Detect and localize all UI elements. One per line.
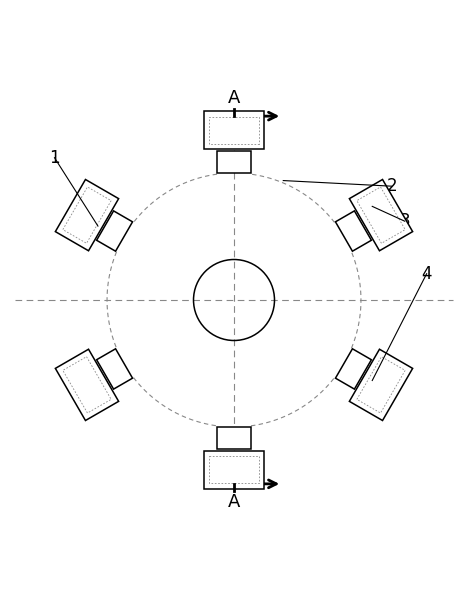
Text: 4: 4 xyxy=(421,265,432,283)
Polygon shape xyxy=(55,179,118,251)
Text: 3: 3 xyxy=(399,212,410,230)
Polygon shape xyxy=(96,349,132,389)
Polygon shape xyxy=(55,349,118,421)
Text: 2: 2 xyxy=(386,177,397,195)
Text: 1: 1 xyxy=(49,149,60,167)
Polygon shape xyxy=(217,427,251,449)
Text: A: A xyxy=(228,89,240,107)
Polygon shape xyxy=(336,211,372,251)
Polygon shape xyxy=(350,349,413,421)
Polygon shape xyxy=(204,451,264,489)
Text: A: A xyxy=(228,493,240,511)
Polygon shape xyxy=(350,179,413,251)
Polygon shape xyxy=(217,151,251,173)
Polygon shape xyxy=(336,349,372,389)
Polygon shape xyxy=(96,211,132,251)
Polygon shape xyxy=(204,111,264,149)
